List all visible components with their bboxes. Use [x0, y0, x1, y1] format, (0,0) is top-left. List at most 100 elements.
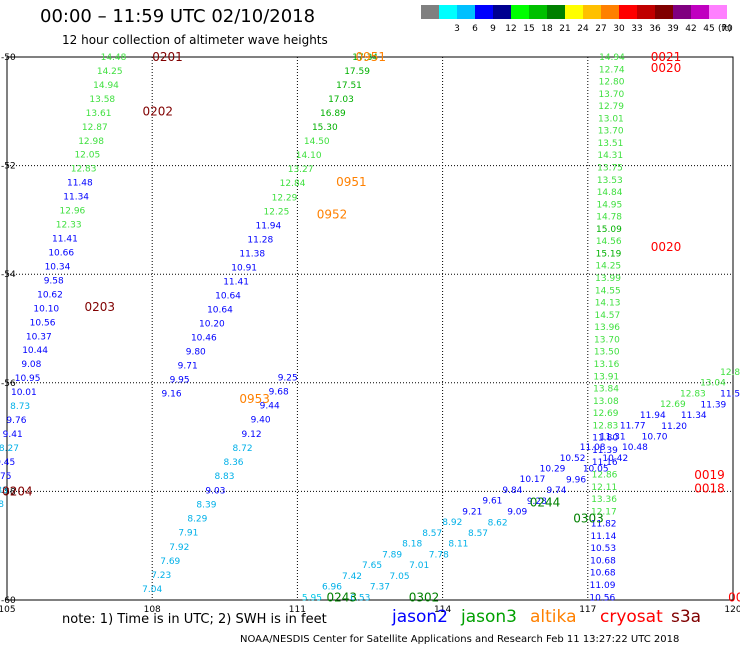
wave-height-value: 10.48 — [622, 443, 648, 453]
legend-label: 18 — [541, 24, 553, 34]
legend-swatch — [547, 5, 565, 19]
wave-height-value: 10.56 — [589, 593, 615, 603]
legend-label: 70 — [721, 24, 733, 34]
wave-height-value: 13.51 — [598, 139, 624, 149]
wave-height-value: 11.14 — [591, 532, 617, 542]
wave-height-value: 10.53 — [590, 544, 616, 554]
legend-label: 3 — [454, 24, 460, 34]
wave-height-value: 11.09 — [590, 581, 616, 591]
wave-height-value: 10.95 — [15, 374, 41, 384]
pass-time-label: 0302 — [409, 590, 440, 604]
wave-height-value: 11.77 — [620, 422, 646, 432]
wave-height-value: 13.96 — [594, 323, 620, 333]
wave-height-value: 10.34 — [45, 262, 71, 272]
wave-height-value: 12.83 — [680, 389, 706, 399]
wave-height-value: 14.56 — [596, 237, 622, 247]
legend-label: 33 — [631, 24, 643, 34]
wave-height-value: 7.78 — [429, 550, 449, 560]
wave-height-value: 10.29 — [540, 465, 566, 475]
map-title: 00:00 – 11:59 UTC 02/10/2018 — [40, 6, 316, 27]
wave-height-value: 12.87 — [82, 123, 108, 133]
wave-height-value: 12.29 — [272, 193, 298, 203]
wave-height-value: 6.53 — [350, 593, 370, 603]
wave-height-value: 10.64 — [207, 305, 233, 315]
wave-height-value: 12.05 — [74, 151, 100, 161]
wave-height-value: 11.39 — [592, 446, 618, 456]
wave-height-value: 8.29 — [187, 515, 207, 525]
wave-height-value: 10.64 — [215, 291, 241, 301]
legend-swatch — [637, 5, 655, 19]
lat-tick-label: -54 — [1, 270, 16, 280]
wave-height-value: 7.04 — [142, 585, 162, 595]
wave-height-value: 17.51 — [336, 81, 362, 91]
wave-height-value: 9.75 — [0, 472, 11, 482]
wave-height-value: 10.91 — [231, 263, 257, 273]
wave-height-value: 11.34 — [63, 193, 89, 203]
lon-tick-label: 108 — [144, 605, 161, 615]
wave-height-value: 13.27 — [288, 165, 314, 175]
wave-height-value: 9.21 — [462, 507, 482, 517]
map-subtitle: 12 hour collection of altimeter wave hei… — [62, 33, 328, 47]
legend-label: 12 — [505, 24, 517, 34]
wave-height-value: 14.95 — [596, 200, 622, 210]
pass-time-label: 0202 — [143, 104, 174, 118]
wave-height-value: 10.52 — [560, 454, 586, 464]
legend-label: 6 — [472, 24, 478, 34]
lon-tick-label: 111 — [289, 605, 306, 615]
legend-swatch — [511, 5, 529, 19]
wave-height-value: 14.94 — [599, 53, 625, 63]
pass-time-label: 0201 — [152, 50, 183, 64]
lon-tick-label: 120 — [724, 605, 740, 615]
wave-height-value: 9.44 — [260, 402, 280, 412]
legend-swatch — [565, 5, 583, 19]
wave-height-value: 10.68 — [590, 569, 616, 579]
wave-height-value: 14.31 — [597, 151, 623, 161]
wave-height-value: 10.42 — [602, 454, 628, 464]
wave-height-value: 15.09 — [596, 225, 622, 235]
wave-height-value: 9.96 — [566, 475, 586, 485]
wave-height-value: 13.53 — [597, 176, 623, 186]
wave-height-value: 13.16 — [594, 360, 620, 370]
wave-height-value: 10.44 — [22, 346, 48, 356]
legend-unit: (ft) — [718, 24, 732, 34]
wave-height-value: 11.94 — [640, 411, 666, 421]
wave-height-value: 12.84 — [280, 179, 306, 189]
wave-height-value: 9.95 — [170, 376, 190, 386]
wave-height-value: 9.84 — [502, 486, 522, 496]
wave-height-value: 8.57 — [468, 529, 488, 539]
legend-label: 24 — [577, 24, 589, 34]
wave-height-value: 12.86 — [592, 470, 618, 480]
wave-height-value: 5.95 — [302, 593, 322, 603]
wave-height-value: 11.31 — [600, 432, 626, 442]
legend-swatch — [691, 5, 709, 19]
pass-time-label: 0020 — [651, 240, 682, 254]
satellite-jason3: jason3 — [461, 607, 517, 627]
legend-swatch — [655, 5, 673, 19]
wave-height-value: 12.25 — [264, 207, 290, 217]
satellite-jason2: jason2 — [392, 607, 448, 627]
legend-label: 30 — [613, 24, 625, 34]
wave-height-value: 12.17 — [591, 507, 617, 517]
wave-height-value: 12.33 — [56, 221, 82, 231]
wave-height-value: 7.91 — [178, 529, 198, 539]
pass-time-label: 0019 — [694, 468, 725, 482]
wave-height-value: 7.42 — [342, 572, 362, 582]
pass-time-label: 0018 — [694, 482, 725, 496]
map-frame — [6, 56, 734, 601]
wave-height-value: 9.28 — [527, 497, 547, 507]
wave-height-value: 12.83 — [593, 421, 619, 431]
wave-height-value: 12.84 — [720, 368, 740, 378]
pass-time-label: 0951 — [336, 175, 367, 189]
legend-swatch — [475, 5, 493, 19]
wave-height-value: 13.61 — [86, 109, 112, 119]
wave-height-value: 12.80 — [599, 78, 625, 88]
legend-swatch — [439, 5, 457, 19]
wave-height-value: 14.13 — [595, 299, 621, 309]
legend-label: 9 — [490, 24, 496, 34]
wave-height-value: 8.18 — [402, 540, 422, 550]
wave-height-value: 14.25 — [97, 67, 123, 77]
pass-time-label: 0203 — [84, 300, 115, 314]
wave-height-value: 11.82 — [591, 520, 617, 530]
lat-tick-label: -50 — [1, 53, 16, 63]
wave-height-value: 9.09 — [507, 508, 527, 518]
